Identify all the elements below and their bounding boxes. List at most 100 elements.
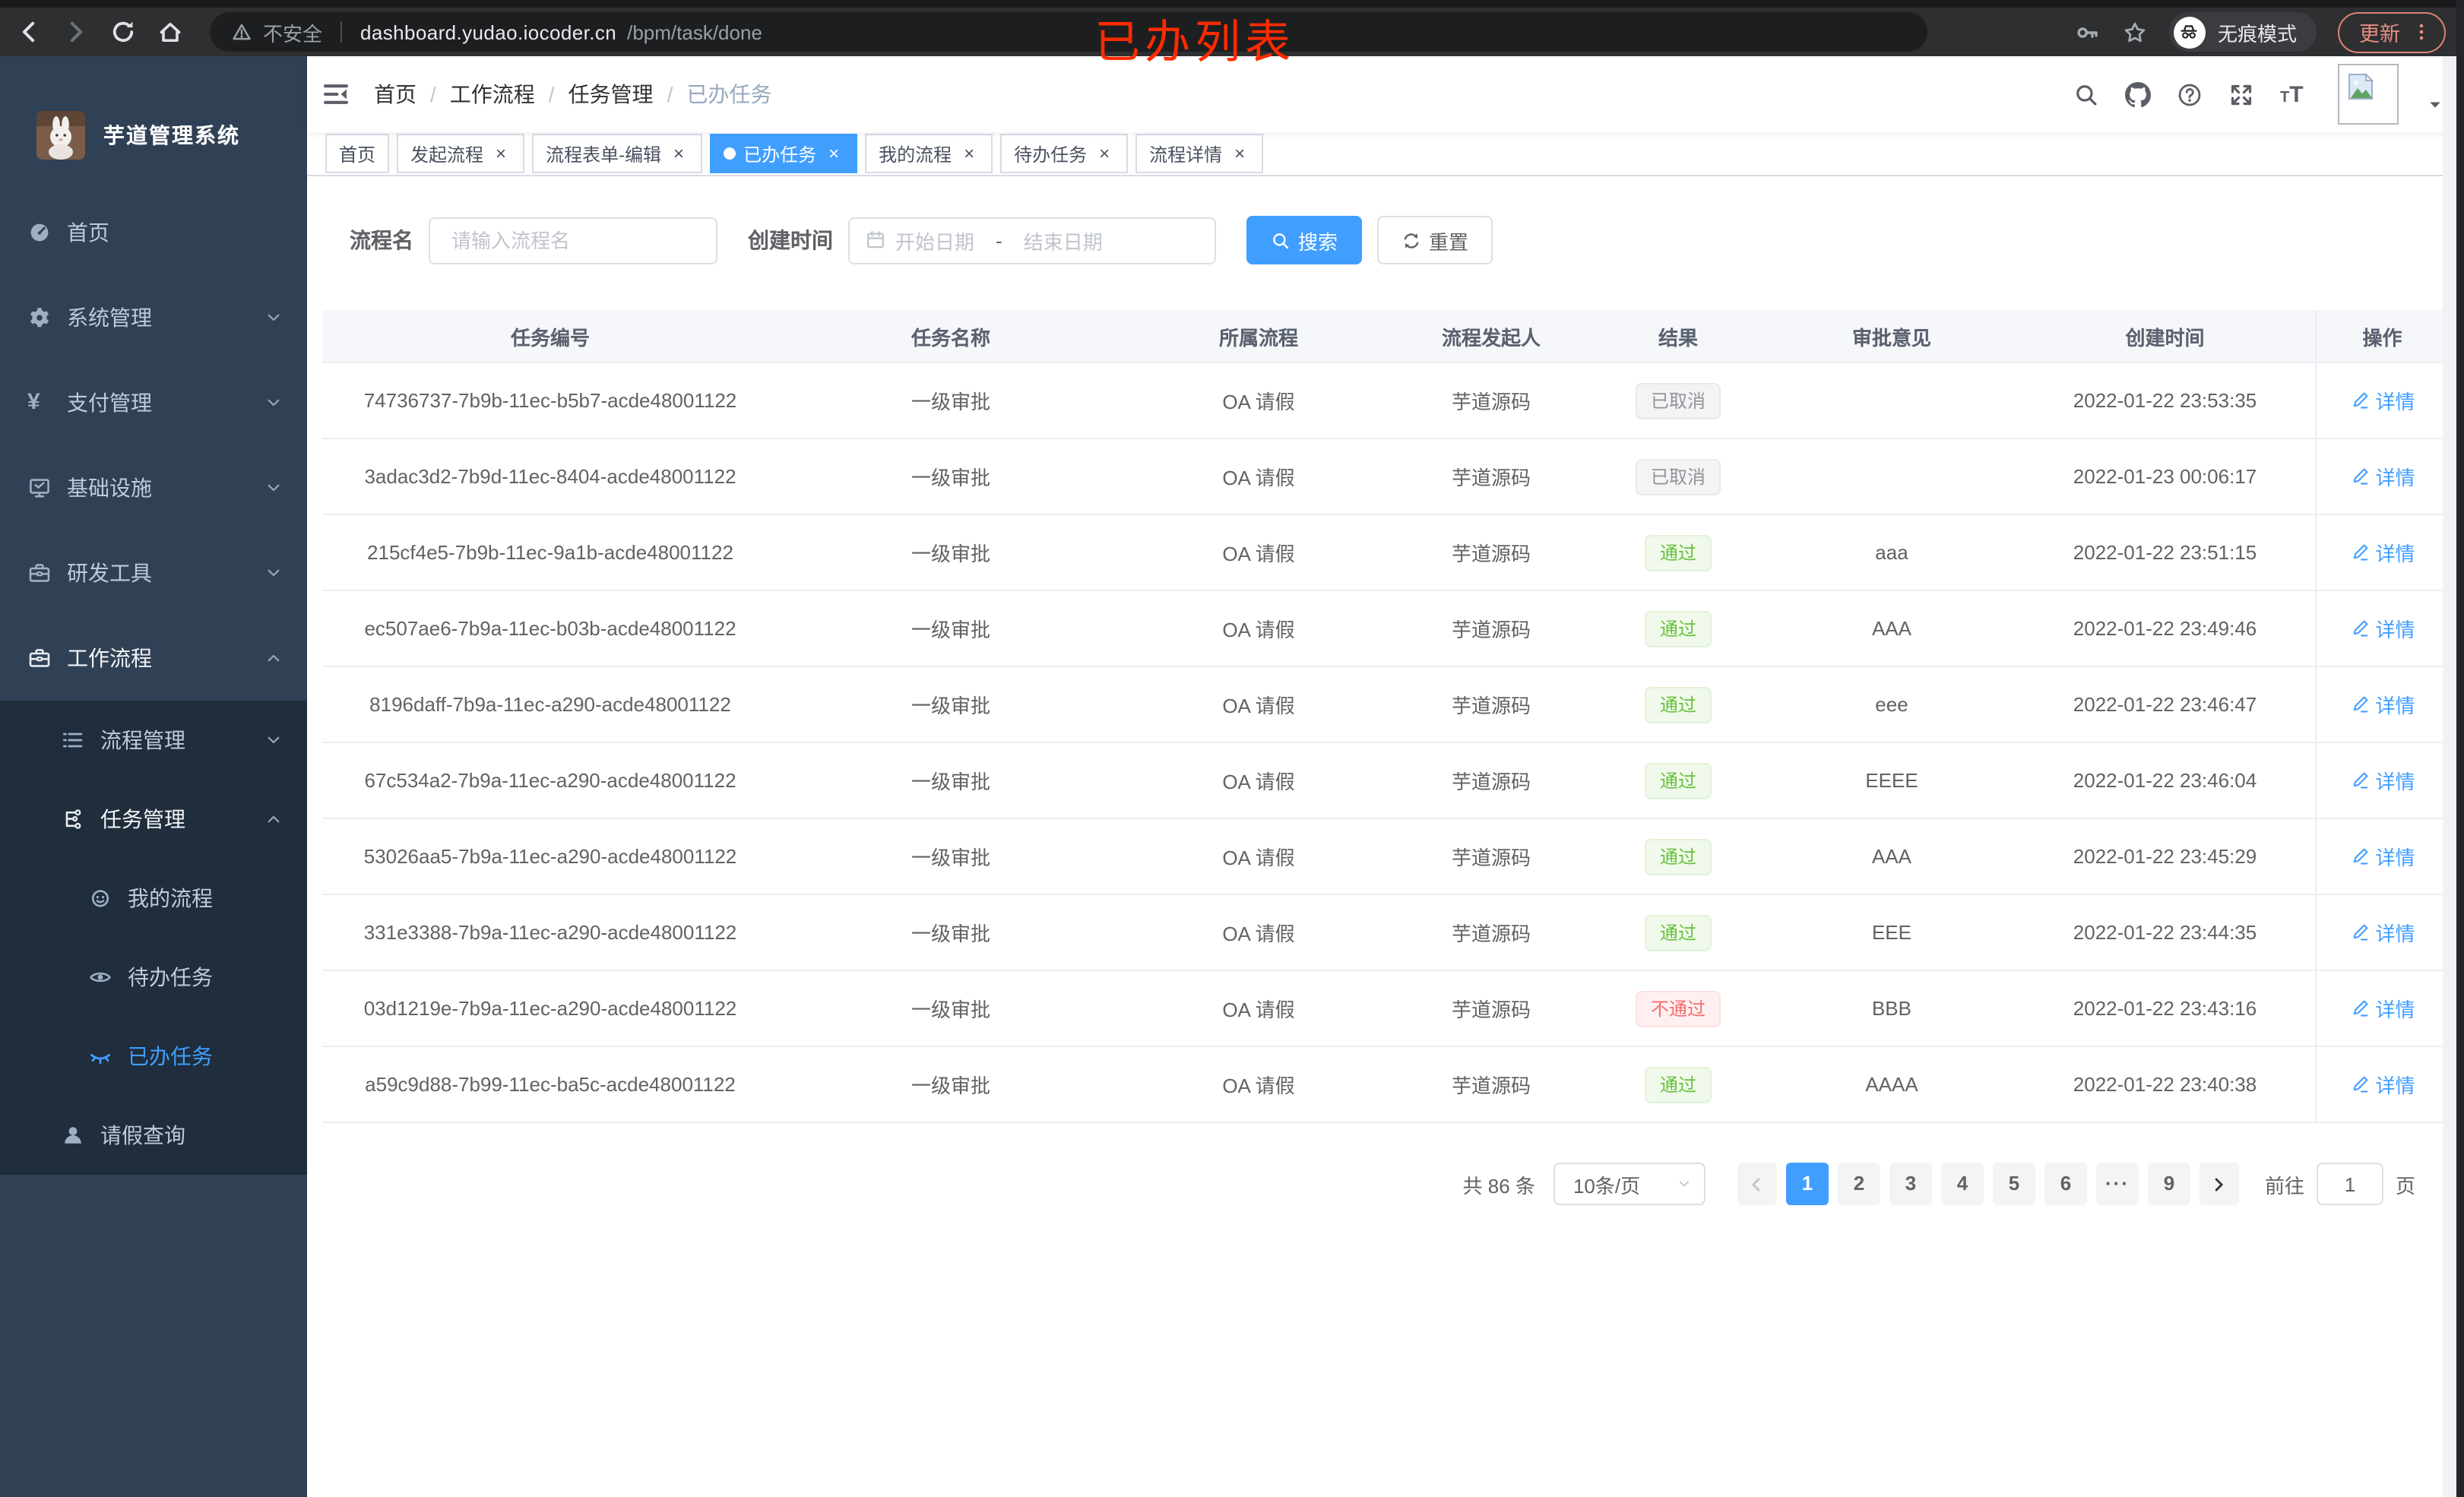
detail-link[interactable]: 详情 <box>2349 994 2415 1023</box>
prev-page-button[interactable] <box>1737 1163 1777 1205</box>
browser-chrome: 不安全 dashboard.yudao.iocoder.cn/bpm/task/… <box>0 0 2464 56</box>
create-time-cell: 2022-01-22 23:49:46 <box>2016 590 2315 667</box>
date-range-input[interactable]: 开始日期 - 结束日期 <box>848 217 1216 264</box>
detail-link[interactable]: 详情 <box>2349 766 2415 795</box>
sidebar-item[interactable]: 待办任务 <box>0 938 307 1017</box>
table-row: ec507ae6-7b9a-11ec-b03b-acde48001122 一级审… <box>322 590 2449 667</box>
close-icon[interactable]: × <box>1099 142 1110 163</box>
task-name-cell: 一级审批 <box>778 590 1123 667</box>
view-tab[interactable]: 发起流程 × <box>397 134 525 173</box>
navbar-action-icon[interactable] <box>2228 81 2254 107</box>
menu-icon <box>27 646 52 670</box>
detail-link[interactable]: 详情 <box>2349 386 2415 415</box>
task-id-cell: 331e3388-7b9a-11ec-a290-acde48001122 <box>322 894 778 971</box>
hamburger-icon[interactable] <box>322 81 350 108</box>
page-button[interactable]: 2 <box>1837 1163 1880 1205</box>
close-icon[interactable]: × <box>673 142 685 163</box>
view-tab[interactable]: 已办任务 × <box>710 134 858 173</box>
avatar[interactable] <box>2338 64 2399 125</box>
sidebar-item[interactable]: 研发工具 <box>0 530 307 616</box>
breadcrumb-item[interactable]: 工作流程 / <box>449 82 555 106</box>
detail-link[interactable]: 详情 <box>2349 690 2415 719</box>
navbar-action-icon[interactable] <box>2125 81 2151 107</box>
comment-cell: AAA <box>1768 590 2016 667</box>
process-cell: OA 请假 <box>1123 742 1394 819</box>
view-tab[interactable]: 流程表单-编辑 × <box>532 134 703 173</box>
sidebar-item[interactable]: 已办任务 <box>0 1017 307 1096</box>
address-bar[interactable]: 不安全 dashboard.yudao.iocoder.cn/bpm/task/… <box>210 12 1927 52</box>
edit-icon <box>2349 1074 2369 1094</box>
comment-cell: AAA <box>1768 818 2016 895</box>
page-button[interactable]: 1 <box>1785 1163 1829 1205</box>
page-button[interactable]: 5 <box>1992 1163 2035 1205</box>
scrollbar-gutter[interactable] <box>2443 56 2456 1497</box>
reset-button[interactable]: 重置 <box>1377 216 1493 264</box>
browser-nav-icon[interactable] <box>15 18 43 46</box>
view-tab[interactable]: 流程详情 × <box>1135 134 1264 173</box>
browser-menu-icon[interactable] <box>2411 21 2432 43</box>
page-button[interactable]: 6 <box>2044 1163 2087 1205</box>
status-badge: 通过 <box>1644 1066 1712 1103</box>
action-cell: 详情 <box>2314 514 2449 591</box>
caret-down-icon[interactable] <box>2428 97 2443 112</box>
sidebar-item[interactable]: 我的流程 <box>0 859 307 938</box>
task-id-cell: 215cf4e5-7b9b-11ec-9a1b-acde48001122 <box>322 514 778 591</box>
sidebar-item[interactable]: 系统管理 <box>0 275 307 360</box>
result-cell: 通过 <box>1588 1046 1768 1123</box>
sidebar-item[interactable]: 流程管理 <box>0 701 307 780</box>
sidebar-item[interactable]: ¥ 支付管理 <box>0 360 307 445</box>
breadcrumb-item[interactable]: 首页 / <box>374 82 436 106</box>
detail-link[interactable]: 详情 <box>2349 538 2415 567</box>
sidebar-item[interactable]: 请假查询 <box>0 1096 307 1175</box>
status-badge: 通过 <box>1644 838 1712 875</box>
breadcrumb-item[interactable]: 任务管理 / <box>568 82 673 106</box>
page-size-select[interactable]: 10条/页 <box>1553 1163 1705 1205</box>
sidebar-item[interactable]: 基础设施 <box>0 445 307 530</box>
logo-image <box>36 111 85 160</box>
navbar-action-icon[interactable] <box>2177 81 2203 107</box>
browser-nav-icon[interactable] <box>109 18 137 46</box>
close-icon[interactable]: × <box>496 142 507 163</box>
action-cell: 详情 <box>2314 666 2449 743</box>
breadcrumb: 首页 / 工作流程 / 任务管理 / 已办任务 / <box>374 79 771 109</box>
goto-page-input[interactable] <box>2316 1163 2383 1205</box>
page-button[interactable]: 3 <box>1889 1163 1932 1205</box>
detail-link[interactable]: 详情 <box>2349 918 2415 947</box>
close-icon[interactable]: × <box>828 142 840 163</box>
detail-link[interactable]: 详情 <box>2349 842 2415 871</box>
navbar-action-icon[interactable] <box>2073 81 2099 107</box>
browser-action-icon[interactable] <box>2122 19 2148 45</box>
browser-action-icon[interactable] <box>2075 19 2101 45</box>
browser-nav-icon[interactable] <box>62 18 90 46</box>
process-name-input[interactable] <box>448 227 698 253</box>
detail-link[interactable]: 详情 <box>2349 462 2415 491</box>
page-button[interactable]: ··· <box>2095 1163 2139 1205</box>
detail-link[interactable]: 详情 <box>2349 614 2415 643</box>
next-page-button[interactable] <box>2199 1163 2239 1205</box>
annotation-label: 已办列表 <box>1094 18 1295 68</box>
table-row: 331e3388-7b9a-11ec-a290-acde48001122 一级审… <box>322 894 2449 971</box>
view-tab[interactable]: 首页 <box>325 134 390 173</box>
task-id-cell: 8196daff-7b9a-11ec-a290-acde48001122 <box>322 666 778 743</box>
url-host: dashboard.yudao.iocoder.cn <box>360 21 617 43</box>
close-icon[interactable]: × <box>1234 142 1246 163</box>
search-button[interactable]: 搜索 <box>1246 216 1363 264</box>
sidebar-item[interactable]: 首页 <box>0 190 307 275</box>
browser-nav-icon[interactable] <box>157 18 184 46</box>
view-tab[interactable]: 待办任务 × <box>1000 134 1129 173</box>
app-logo[interactable]: 芋道管理系统 <box>0 56 307 190</box>
sidebar-item[interactable]: 工作流程 <box>0 616 307 701</box>
update-button[interactable]: 更新 <box>2338 11 2446 52</box>
close-icon[interactable]: × <box>964 142 975 163</box>
detail-link[interactable]: 详情 <box>2349 1070 2415 1099</box>
sidebar-item[interactable]: 任务管理 <box>0 780 307 859</box>
breadcrumb-item[interactable]: 已办任务 / <box>686 82 772 106</box>
process-cell: OA 请假 <box>1123 362 1394 439</box>
next-icon <box>2209 1174 2229 1194</box>
menu-icon <box>88 1044 112 1068</box>
view-tab[interactable]: 我的流程 × <box>865 134 993 173</box>
task-name-cell: 一级审批 <box>778 514 1123 591</box>
page-button[interactable]: 9 <box>2147 1163 2190 1205</box>
page-button[interactable]: 4 <box>1940 1163 1984 1205</box>
